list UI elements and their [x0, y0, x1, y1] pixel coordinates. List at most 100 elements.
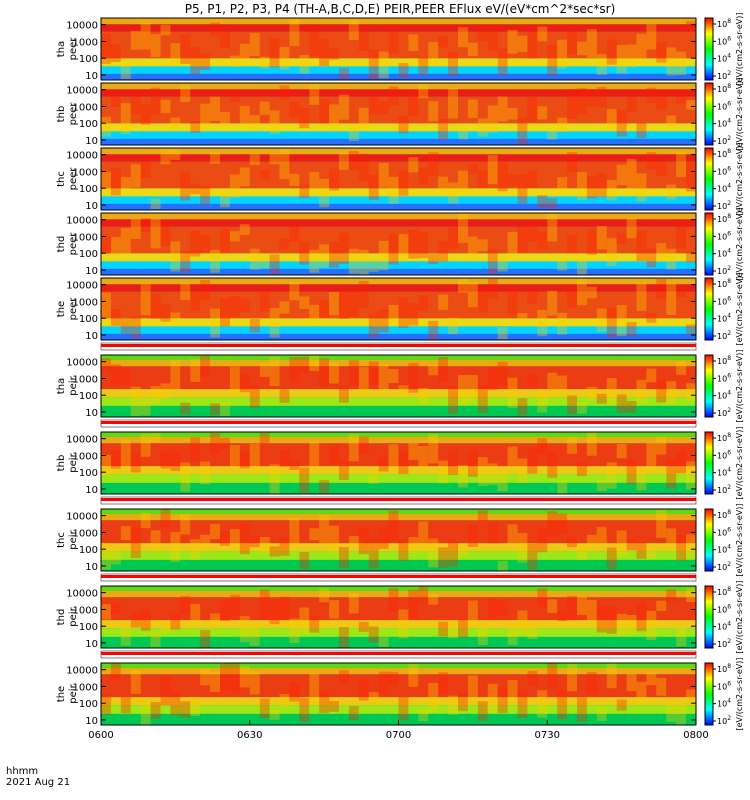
spectrogram-texture: [428, 538, 439, 568]
spectrogram-texture: [646, 672, 657, 686]
spectrogram-texture: [438, 460, 449, 484]
spectrogram-band: [101, 24, 696, 32]
spectrogram-texture: [130, 669, 141, 694]
colorbar-label: [eV/(cm2-s-sr-eV)]: [735, 426, 744, 499]
spectrogram-texture: [517, 226, 528, 253]
spectrogram-texture: [339, 94, 349, 120]
spectrogram-texture: [348, 288, 359, 317]
spectrogram-texture: [636, 173, 647, 202]
spectrogram-texture: [388, 588, 399, 612]
spectrogram-texture: [229, 366, 240, 395]
spectrogram-texture: [656, 91, 667, 110]
spectrogram-texture: [368, 174, 379, 200]
colorbar-tick-label: 108: [717, 278, 731, 289]
spectrogram-texture: [239, 451, 250, 469]
spectrogram-texture: [408, 537, 419, 554]
spectrogram-texture: [279, 450, 290, 467]
spectrogram-texture: [616, 305, 627, 336]
spectrogram-texture: [398, 63, 409, 78]
spectrogram-texture: [329, 241, 339, 268]
spectrogram-texture: [239, 615, 250, 643]
spectrogram-texture: [388, 305, 399, 323]
spectrogram-texture: [676, 535, 687, 561]
y-tick-label: 1000: [73, 451, 98, 462]
spectrogram-texture: [537, 438, 548, 455]
spectrogram-texture: [130, 386, 141, 417]
spectrogram-texture: [527, 170, 538, 188]
spectrogram-texture: [497, 471, 508, 492]
y-tick-label: 10000: [66, 435, 98, 446]
panel-thb-peer: 10000 1000 100 10 thb peer 108 106 104 102 [eV/(cm…: [56, 77, 744, 150]
spectrogram-texture: [309, 528, 320, 541]
spectrogram-texture: [329, 104, 339, 132]
spectrogram-texture: [547, 198, 558, 209]
spectrogram-texture: [130, 218, 141, 239]
spectrogram-texture: [140, 609, 151, 631]
spectrogram-texture: [567, 664, 577, 692]
y-tick-label: 10000: [66, 216, 98, 227]
spectrogram-texture: [101, 116, 111, 137]
spectrogram-texture: [358, 153, 369, 182]
spectrogram-texture: [458, 375, 468, 405]
spectrogram-texture: [408, 157, 419, 173]
spectrogram-texture: [150, 702, 161, 719]
spectrogram-texture: [229, 663, 240, 692]
spectrogram-texture: [190, 539, 201, 560]
spectrogram-band: [101, 663, 696, 668]
spectrogram-texture: [120, 626, 131, 646]
spectrogram-texture: [666, 248, 677, 270]
spectrogram-texture: [229, 55, 240, 67]
spectrogram-texture: [120, 526, 131, 540]
spectrogram-texture: [586, 176, 597, 199]
spectrogram-texture: [497, 162, 508, 192]
y-tick-label: 100: [79, 249, 98, 260]
spectrogram-texture: [527, 621, 538, 639]
spectrogram-texture: [458, 170, 468, 193]
panel-label-probe: thd: [56, 609, 67, 626]
spectrogram-texture: [150, 433, 161, 443]
spectrogram-texture: [229, 92, 240, 102]
spectrogram-texture: [616, 444, 627, 459]
spectrogram-texture: [110, 548, 121, 565]
spectrogram-texture: [259, 432, 270, 444]
spectrogram-texture: [200, 53, 211, 71]
spectrogram-texture: [398, 452, 409, 474]
spectrogram-texture: [656, 436, 667, 455]
spectrogram-band: [101, 196, 696, 204]
spectrogram-texture: [378, 527, 389, 549]
spectrogram-texture: [557, 259, 568, 271]
spectrogram-texture: [547, 663, 558, 689]
spectrogram-texture: [577, 258, 587, 275]
spectrogram-band: [101, 405, 696, 417]
y-tick-label: 100: [79, 545, 98, 556]
spectrogram-texture: [259, 698, 270, 718]
colorbar-tick-label: 102: [717, 200, 731, 211]
spectrogram-texture: [656, 510, 667, 538]
spectrogram-texture: [160, 509, 171, 528]
spectrogram-texture: [586, 286, 597, 299]
spectrogram-band: [101, 697, 696, 706]
y-tick-label: 10: [85, 562, 98, 573]
spectrogram-texture: [309, 441, 320, 471]
spectrogram-texture: [616, 45, 627, 74]
spectrogram-texture: [339, 627, 349, 648]
spectrogram-texture: [170, 531, 181, 562]
spectrogram-texture: [626, 673, 637, 692]
spectrogram-texture: [676, 626, 687, 647]
spectrogram-texture: [507, 231, 518, 254]
spectrogram-texture: [616, 164, 627, 186]
spectrogram-texture: [676, 90, 687, 104]
spectrogram-texture: [348, 20, 359, 40]
spectrogram-band: [101, 318, 696, 327]
spectrogram-texture: [507, 524, 518, 548]
spectrogram-texture: [676, 450, 687, 474]
spectrogram-texture: [418, 586, 429, 602]
spectrogram-texture: [448, 182, 458, 204]
spectrogram-texture: [378, 671, 389, 695]
spectrogram-texture: [577, 402, 587, 414]
spectrogram-texture: [299, 54, 310, 74]
spectrogram-texture: [190, 437, 201, 463]
spectrogram-texture: [458, 465, 468, 488]
spectrogram-texture: [497, 327, 508, 340]
spectrogram-texture: [229, 231, 240, 242]
